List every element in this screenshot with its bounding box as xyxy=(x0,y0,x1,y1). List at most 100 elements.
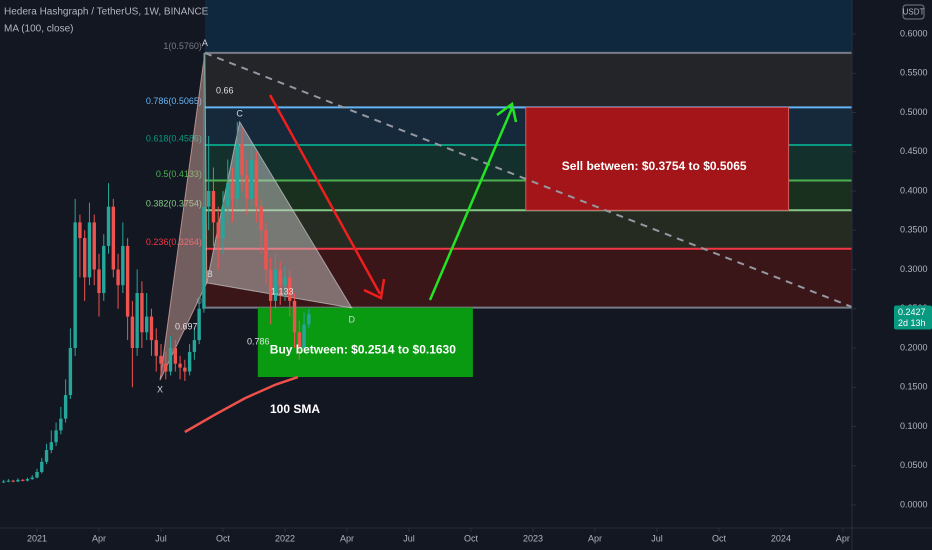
candle-body xyxy=(288,277,292,301)
currency-label: USDT xyxy=(903,8,925,17)
y-tick-label: 0.0000 xyxy=(900,499,928,509)
sell-zone-text: Sell between: $0.3754 to $0.5065 xyxy=(562,159,747,173)
y-tick-label: 0.5000 xyxy=(900,107,928,117)
x-tick-label: Apr xyxy=(588,533,602,543)
candle-body xyxy=(297,332,301,348)
candle-body xyxy=(78,222,82,239)
candle-body xyxy=(283,277,287,286)
candle-body xyxy=(149,316,154,341)
fib-label: 0.786(0.5065) xyxy=(146,96,202,106)
candle-body xyxy=(164,363,168,372)
candle-body xyxy=(249,159,254,199)
candle-body xyxy=(144,316,149,333)
candle-body xyxy=(59,418,63,431)
candle-body xyxy=(173,347,178,364)
fib-label: 0.382(0.3754) xyxy=(146,199,202,209)
x-tick-label: Apr xyxy=(836,533,850,543)
sma-label: 100 SMA xyxy=(270,402,320,416)
axes: 0.00000.05000.10000.15000.20000.25000.30… xyxy=(27,28,932,543)
x-tick-label: Jul xyxy=(155,533,167,543)
sma-line xyxy=(184,375,299,434)
pattern-point: C xyxy=(236,108,243,118)
pattern-point: B xyxy=(207,269,213,279)
y-tick-label: 0.2000 xyxy=(900,342,928,352)
candle-body xyxy=(192,340,197,352)
down-arrow-head xyxy=(363,278,386,300)
candle-body xyxy=(102,245,106,294)
candle-body xyxy=(221,206,225,239)
x-tick-label: Oct xyxy=(216,533,231,543)
fib-band xyxy=(204,52,852,108)
candle-body xyxy=(206,190,211,207)
candle-body xyxy=(130,316,135,348)
candle-body xyxy=(211,190,216,223)
x-tick-label: 2023 xyxy=(523,533,543,543)
ratio-label: 0.786 xyxy=(247,336,270,346)
x-tick-label: 2022 xyxy=(275,533,295,543)
candle-body xyxy=(111,206,116,270)
candle-body xyxy=(30,477,34,480)
candle-body xyxy=(35,472,39,478)
y-tick-label: 0.3500 xyxy=(900,225,928,235)
candle-body xyxy=(240,143,244,176)
y-tick-label: 0.3000 xyxy=(900,264,928,274)
fib-label: 0.5(0.4133) xyxy=(156,169,202,179)
candle-body xyxy=(1,481,6,483)
x-tick-label: Apr xyxy=(340,533,354,543)
y-tick-label: 0.4000 xyxy=(900,185,928,195)
y-tick-label: 0.0500 xyxy=(900,460,928,470)
y-tick-label: 0.1500 xyxy=(900,382,928,392)
plot-area: 1(0.5760) 0.786(0.5065) 0.618(0.4586) 0.5(0… xyxy=(1,0,852,484)
price-axis xyxy=(852,0,932,550)
up-arrow xyxy=(428,107,514,301)
candle-body xyxy=(245,175,249,199)
up-arrow-head xyxy=(496,101,518,123)
last-price-label: 0.2427 xyxy=(898,307,926,317)
candle-body xyxy=(68,347,73,396)
candle-body xyxy=(183,367,187,372)
x-tick-label: Oct xyxy=(712,533,727,543)
candle-body xyxy=(273,269,278,301)
down-arrow xyxy=(268,94,382,295)
candle-body xyxy=(187,351,192,372)
ratio-label: 0.66 xyxy=(216,85,234,95)
candle-body xyxy=(135,293,139,348)
candle-body xyxy=(87,222,92,278)
countdown-label: 2d 13h xyxy=(898,318,926,328)
candle-body xyxy=(302,324,306,348)
candle-body xyxy=(259,206,263,231)
currency-badge[interactable] xyxy=(902,4,925,20)
candle-body xyxy=(116,269,120,286)
candle-body xyxy=(11,480,15,482)
pattern-point: X xyxy=(157,385,163,395)
candle-body xyxy=(226,183,230,207)
candle-body xyxy=(159,355,163,364)
candle-body xyxy=(40,461,44,473)
candle-body xyxy=(44,450,49,462)
last-price-tag xyxy=(894,305,932,330)
candle-body xyxy=(264,230,268,270)
ratio-label: 1.133 xyxy=(271,286,294,296)
drawings: 0.66 0.697 0.786 1.133 xyxy=(175,52,853,346)
candle-body xyxy=(254,159,259,207)
x-tick-label: Apr xyxy=(92,533,106,543)
x-tick-label: 2021 xyxy=(27,533,47,543)
x-tick-label: Oct xyxy=(464,533,479,543)
candle-body xyxy=(82,238,87,278)
candle-body xyxy=(49,442,54,451)
candle-body xyxy=(235,143,239,199)
y-tick-label: 0.5500 xyxy=(900,68,928,78)
pattern-point: D xyxy=(348,314,355,324)
fib-label: 1(0.5760) xyxy=(163,41,202,51)
x-tick-label: Jul xyxy=(403,533,415,543)
candle-body xyxy=(6,480,11,482)
y-tick-label: 0.6000 xyxy=(900,28,928,38)
pattern-xab xyxy=(159,52,208,381)
candle-body xyxy=(268,269,273,301)
candle-body xyxy=(97,269,101,294)
candle-body xyxy=(125,245,130,317)
candle-body xyxy=(154,340,158,356)
fib-band xyxy=(204,0,852,53)
